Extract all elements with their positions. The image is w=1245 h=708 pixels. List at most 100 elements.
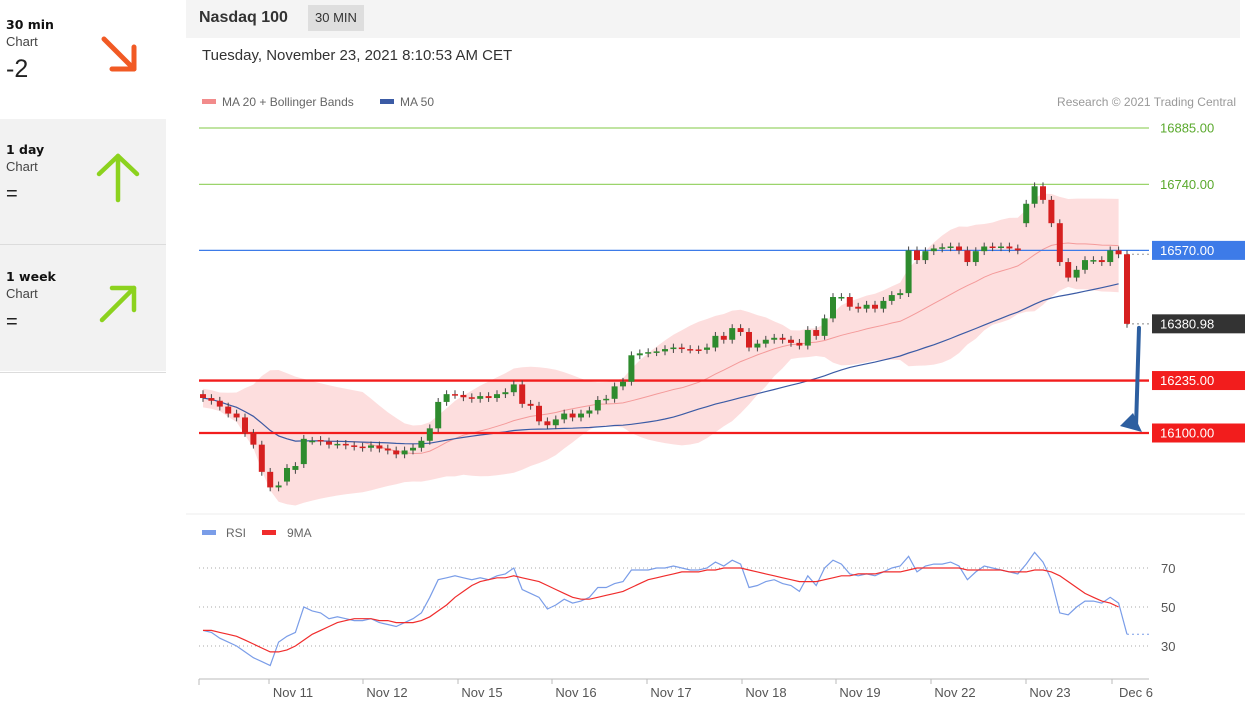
candle-body [334,443,341,446]
candle-body [905,250,912,294]
candle-body [771,337,778,340]
level-label: 16235.00 [1160,373,1214,388]
chart-label: Chart [6,159,38,174]
candle-body [510,384,517,393]
candle-body [922,251,929,261]
candle-body [981,246,988,252]
candle-body [1065,262,1072,278]
period-button[interactable]: 30 MIN [308,5,364,31]
sidebar-card-30min[interactable]: 30 min Chart -2 [0,0,166,118]
legend-swatch-ma50 [380,99,394,104]
candle-body [746,331,752,348]
level-label: 16380.98 [1160,316,1214,331]
candle-body [737,328,744,332]
level-tag [1152,423,1245,443]
candle-body [998,246,1004,249]
level-label: 16885.00 [1160,121,1214,136]
candle-body [292,466,299,470]
candle-body [426,428,433,441]
candle-body [502,392,509,395]
rsi-legend-label: RSI [226,526,246,540]
candle-body [788,339,794,343]
ma50-line [202,283,1119,445]
candle-body [317,439,324,442]
candle-body [695,349,702,351]
candle-body [863,304,870,309]
candle-body [804,330,811,346]
chart-credit: Research © 2021 Trading Central [1057,95,1236,109]
candle-body [779,337,786,340]
sidebar-card-1day[interactable]: 1 day Chart = [0,119,166,245]
level-tag [1152,240,1245,260]
forecast-arrow-head [1120,413,1142,432]
candle-body [578,413,584,418]
bollinger-band [203,193,1119,506]
candle-body [242,417,248,433]
candle-body [393,450,400,455]
candle-body [1023,203,1030,224]
candle-body [880,300,887,309]
chart-header: Nasdaq 100 30 MIN [186,0,1240,38]
candle-body [359,446,366,449]
candle-body [586,410,593,414]
arrow-up-right-icon [99,285,137,323]
candle-body [855,306,862,309]
candle-body [796,342,803,346]
x-tick-label: Nov 23 [1029,685,1070,700]
x-tick-label: Nov 17 [650,685,691,700]
candle-body [1073,269,1080,278]
level-tag [1152,371,1245,391]
legend-label-ma20: MA 20 + Bollinger Bands [222,95,354,109]
level-label: 16570.00 [1160,243,1214,258]
candle-body [620,381,626,387]
candle-body [1006,246,1013,249]
candle-body [452,394,458,396]
timeframe-label: 1 day [6,142,45,157]
candle-body [384,448,391,451]
legend-label-ma50: MA 50 [400,95,434,109]
candle-body [1124,254,1130,324]
candle-body [964,250,971,263]
candle-body [225,406,232,414]
instrument-title: Nasdaq 100 [199,9,288,26]
candle-body [527,403,534,406]
candle-body [611,386,618,399]
candle-body [603,398,610,401]
candle-body [216,400,223,407]
candle-body [1031,186,1038,204]
rsi-legend-swatch [202,530,216,535]
x-tick-label: Nov 16 [555,685,596,700]
chart-label: Chart [6,286,38,301]
sidebar-card-1week[interactable]: 1 week Chart = [0,245,166,371]
candle-body [830,297,836,319]
candle-body [460,394,467,398]
candle-body [275,485,282,488]
candle-body [821,318,828,336]
score-value: = [6,311,18,333]
level-label: 16740.00 [1160,177,1214,192]
level-tag [1152,314,1245,334]
candle-body [485,396,492,399]
candle-body [947,246,954,249]
candle-body [376,445,383,449]
candle-body [351,445,358,447]
candle-body [972,251,979,263]
candle-body [342,443,349,446]
candle-body [653,351,660,353]
candle-body [250,433,257,445]
candle-body [1090,260,1097,262]
candle-body [494,394,500,399]
candle-body [636,353,643,356]
x-tick-label: Nov 22 [934,685,975,700]
candle-body [645,352,652,354]
candle-body [544,421,551,426]
candle-body [914,250,920,261]
level-label: 16100.00 [1160,426,1214,441]
x-tick-label: Nov 11 [273,685,313,700]
x-tick-label: Nov 12 [366,685,407,700]
candle-body [1107,250,1114,263]
legend-swatch-ma20 [202,99,216,104]
sidebar: 30 min Chart -2 1 day Chart = 1 week Cha… [0,0,166,373]
candle-body [435,401,442,429]
candle-body [443,394,450,402]
